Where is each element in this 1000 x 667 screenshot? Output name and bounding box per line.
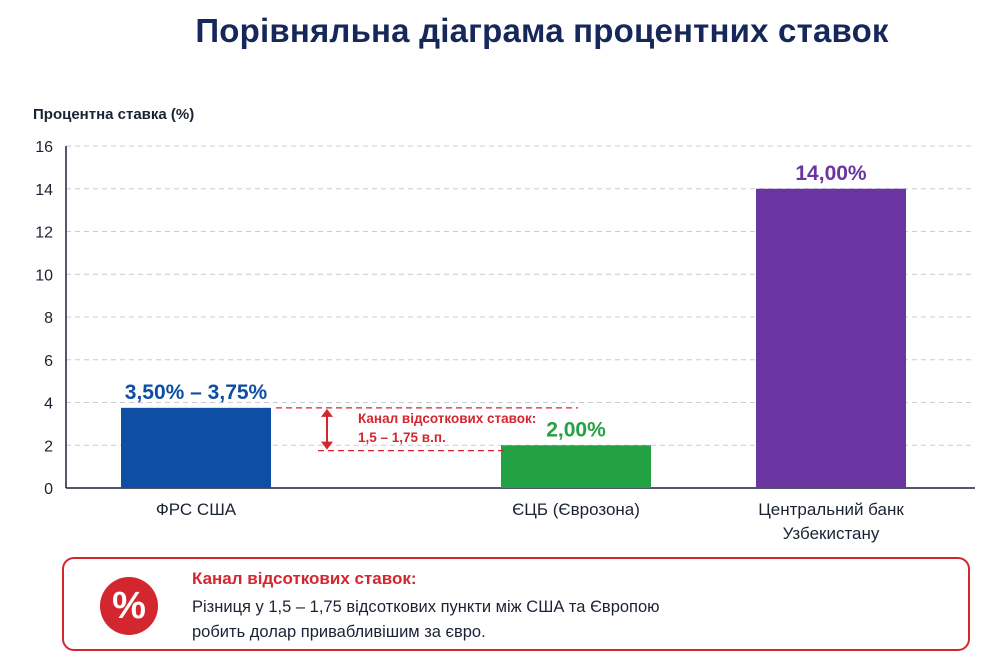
annotation-arrow-down-head (321, 441, 333, 450)
annotation-text-0: Канал відсоткових ставок: (358, 411, 536, 426)
callout-heading: Канал відсоткових ставок: (192, 569, 417, 588)
interest-channel-callout: % Канал відсоткових ставок: Різниця у 1,… (62, 557, 970, 651)
y-tick-label-4: 4 (44, 396, 53, 413)
annotation-text-1: 1,5 – 1,75 в.п. (358, 430, 446, 445)
y-tick-label-8: 8 (44, 310, 53, 327)
callout-text-line-1: Різниця у 1,5 – 1,75 відсоткових пункти … (192, 598, 660, 616)
page-title: Порівняльна діаграма процентних ставок (195, 12, 889, 49)
interest-rate-bar-chart: Процентна ставка (%) 0 2 4 6 8 10 12 14 16 3,50% –… (33, 106, 975, 543)
y-tick-label-0: 0 (44, 481, 53, 498)
percent-icon: % (100, 577, 158, 635)
x-category-label-0-0: ФРС США (156, 500, 237, 519)
annotation-arrow-up-head (321, 408, 333, 417)
data-label-0: 3,50% – 3,75% (125, 381, 268, 404)
y-tick-label-6: 6 (44, 353, 53, 370)
y-axis-label: Процентна ставка (%) (33, 106, 194, 123)
y-tick-label-16: 16 (35, 139, 53, 156)
y-tick-label-14: 14 (35, 182, 53, 199)
x-category-label-2-0: Центральний банк (758, 500, 904, 519)
x-category-label-2-1: Узбекистану (783, 524, 880, 543)
bar-1 (501, 445, 651, 488)
y-tick-label-10: 10 (35, 267, 53, 284)
data-label-1: 2,00% (546, 418, 606, 441)
x-category-label-1-0: ЄЦБ (Єврозона) (512, 500, 640, 519)
data-label-2: 14,00% (795, 162, 867, 185)
y-tick-label-12: 12 (35, 225, 53, 242)
bar-2 (756, 188, 906, 488)
bar-0 (121, 407, 271, 488)
callout-text-line-2: робить долар привабливішим за євро. (192, 623, 486, 641)
y-tick-label-2: 2 (44, 438, 53, 455)
